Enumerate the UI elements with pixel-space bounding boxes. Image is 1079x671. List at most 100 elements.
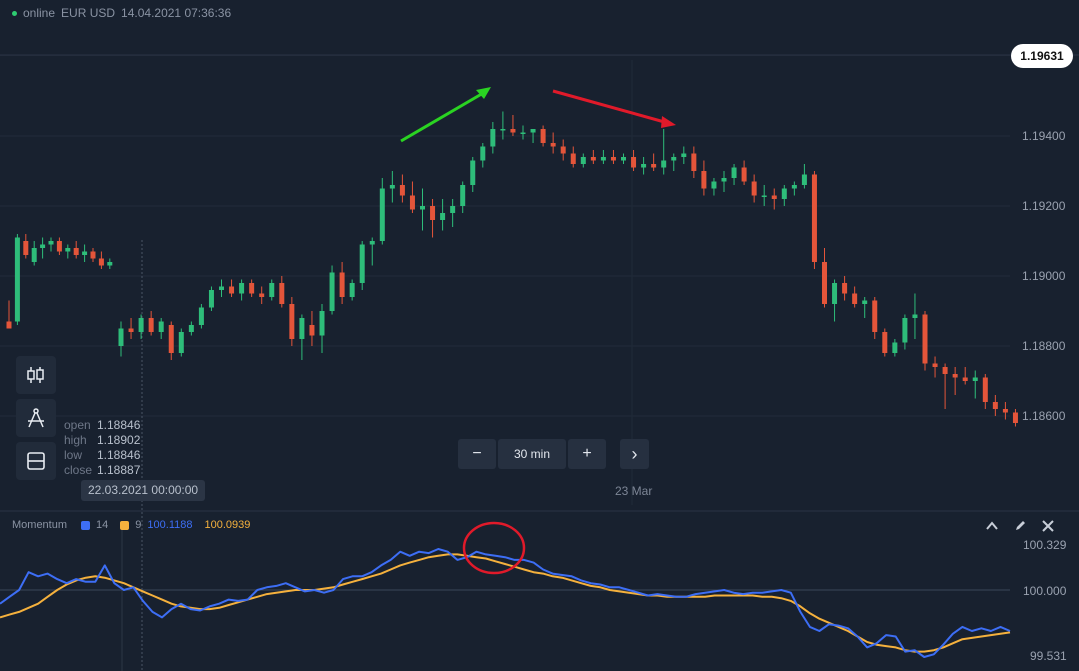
candle-body <box>992 402 998 409</box>
candle-body <box>771 195 777 199</box>
compass-icon <box>28 408 44 428</box>
candle-body <box>82 251 88 255</box>
chart-type-button[interactable] <box>16 356 56 394</box>
edit-icon[interactable] <box>1013 519 1027 533</box>
period-14-swatch <box>81 520 91 530</box>
candle-body <box>741 167 747 182</box>
layout-icon <box>27 452 45 470</box>
green-arrow <box>400 87 491 143</box>
candle-body <box>842 283 848 294</box>
candle-body <box>460 185 466 206</box>
candle-body <box>48 241 54 245</box>
candle-body <box>520 132 526 134</box>
low-value: 1.18846 <box>97 448 141 462</box>
momentum-axis-label: 100.000 <box>1023 584 1067 598</box>
candles-layer <box>6 111 1018 427</box>
candle-body <box>239 283 245 294</box>
open-value: 1.18846 <box>97 418 141 432</box>
grid-lines <box>0 54 1079 671</box>
period-9-label: 9 <box>135 519 142 531</box>
candle-body <box>651 164 657 168</box>
candle-body <box>972 377 978 381</box>
candle-body <box>892 342 898 353</box>
candle-body <box>138 318 144 332</box>
period-9-value: 100.0939 <box>204 519 251 531</box>
candle-body <box>279 283 285 304</box>
online-indicator <box>12 10 17 16</box>
chevron-up-icon[interactable] <box>985 519 999 533</box>
candle-body <box>359 244 365 283</box>
scroll-right-button[interactable]: › <box>620 439 649 469</box>
candle-body <box>409 195 415 210</box>
candle-body <box>751 181 757 196</box>
momentum-axis-label: 99.531 <box>1030 649 1067 663</box>
candle-body <box>259 293 265 297</box>
candle-body <box>319 311 325 336</box>
candle-body <box>691 153 697 171</box>
price-axis-label: 1.19200 <box>1022 199 1066 213</box>
status-text: online <box>23 6 56 20</box>
zoom-out-button[interactable]: − <box>458 439 496 469</box>
candle-body <box>661 160 667 168</box>
candle-body <box>6 321 12 329</box>
candle-body <box>480 146 486 161</box>
candle-body <box>590 157 596 161</box>
candle-body <box>681 153 687 157</box>
open-label: open <box>64 418 91 432</box>
candle-body <box>31 248 37 262</box>
period-9-swatch <box>120 520 130 530</box>
candle-body <box>932 363 938 367</box>
red-arrow <box>552 89 676 128</box>
timeframe-value[interactable]: 30 min <box>498 439 566 469</box>
candle-body <box>420 206 425 210</box>
candle-body <box>56 241 62 252</box>
price-axis-label: 1.19400 <box>1022 129 1066 143</box>
candle-body <box>269 283 275 297</box>
candle-body <box>832 283 838 304</box>
candle-body <box>349 283 355 297</box>
chart-header: online EUR USD 14.04.2021 07:36:36 <box>12 6 231 20</box>
momentum-header: Momentum 14 9 100.1188 100.0939 <box>12 519 250 531</box>
candle-body <box>1002 409 1008 413</box>
price-axis-label: 1.18600 <box>1022 409 1066 423</box>
candle-body <box>701 171 707 189</box>
candle-body <box>510 129 516 133</box>
drawing-tools-button[interactable] <box>16 399 56 437</box>
candle-body <box>430 206 436 220</box>
candle-body <box>922 314 928 364</box>
candle-body <box>490 129 496 147</box>
close-value: 1.18887 <box>97 463 141 477</box>
candle-body <box>188 325 194 332</box>
candle-body <box>902 318 908 343</box>
price-axis-label: 1.18800 <box>1022 339 1066 353</box>
close-label: close <box>64 463 93 477</box>
candle-body <box>962 377 968 381</box>
candle-body <box>440 213 446 220</box>
candle-body <box>118 328 124 346</box>
candle-body <box>621 157 626 161</box>
candle-body <box>40 244 46 248</box>
candle-body <box>399 185 405 196</box>
candle-body <box>540 129 546 143</box>
candle-body <box>952 374 958 378</box>
low-label: low <box>64 448 83 462</box>
current-price-badge: 1.19631 <box>1011 44 1073 68</box>
candle-body <box>942 367 948 374</box>
candle-body <box>339 272 345 297</box>
momentum-axis-label: 100.329 <box>1023 538 1067 552</box>
highlight-circle <box>462 521 526 575</box>
momentum-layer <box>0 530 1011 671</box>
candle-body <box>450 206 456 213</box>
price-axis-label: 1.19000 <box>1022 269 1066 283</box>
layout-button[interactable] <box>16 442 56 480</box>
candle-body <box>98 258 104 266</box>
close-icon[interactable] <box>1041 519 1055 533</box>
candle-body <box>249 283 255 294</box>
candle-body <box>1012 412 1018 423</box>
candle-body <box>289 304 295 339</box>
candle-body <box>500 129 506 131</box>
x-axis-label: 23 Mar <box>615 484 653 498</box>
candle-body <box>671 157 677 161</box>
zoom-in-button[interactable]: + <box>568 439 606 469</box>
